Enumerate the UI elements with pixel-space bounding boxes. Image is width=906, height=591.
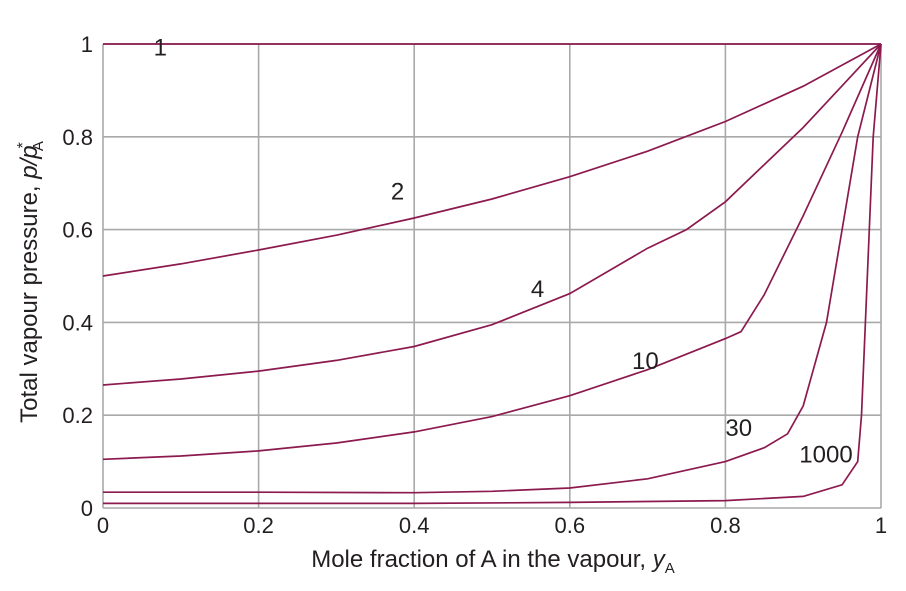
curve-label-1000: 1000 (799, 442, 852, 469)
y-tick-label: 0.4 (62, 310, 93, 335)
curve-label-4: 4 (531, 276, 544, 303)
curve-1000 (103, 43, 882, 505)
y-tick-label: 0 (81, 496, 93, 521)
x-tick-label: 0.2 (243, 513, 274, 538)
curve-2 (102, 43, 882, 277)
curve-labels: 1 2 4 10 30 1000 (154, 35, 853, 469)
y-tick-label: 0.8 (62, 125, 93, 150)
curves (102, 43, 882, 505)
curve-label-10: 10 (632, 348, 659, 375)
curve-label-2: 2 (391, 178, 404, 205)
x-tick-label: 0.4 (399, 513, 430, 538)
y-axis-title: Total vapour pressure, p/p*A (15, 141, 47, 423)
x-axis-title: Mole fraction of A in the vapour, yA (311, 546, 675, 577)
x-tick-label: 0.6 (555, 513, 586, 538)
y-tick-label: 1 (81, 32, 93, 57)
curve-label-1: 1 (154, 35, 167, 62)
tick-labels: 0 0.2 0.4 0.6 0.8 100.20.40.60.81 (62, 32, 887, 538)
x-tick-label: 0 (97, 513, 109, 538)
curve-10 (102, 43, 882, 461)
curve-30 (103, 43, 882, 494)
curve-label-30: 30 (725, 415, 752, 442)
y-tick-label: 0.6 (62, 218, 93, 243)
y-tick-label: 0.2 (62, 403, 93, 428)
grid (102, 43, 882, 509)
x-tick-label: 0.8 (710, 513, 741, 538)
curve-4 (102, 43, 882, 386)
x-tick-label: 1 (875, 513, 887, 538)
